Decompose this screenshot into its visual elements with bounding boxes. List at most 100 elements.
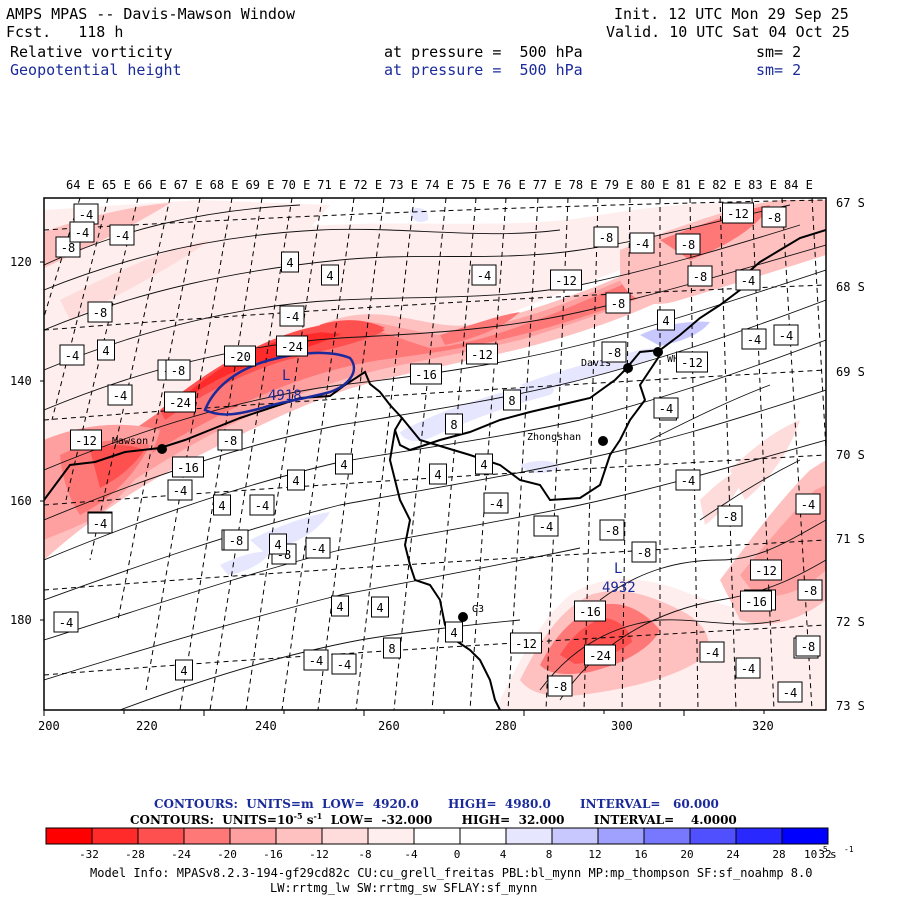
contour-label-box [795,493,821,515]
contour-label-text: -12 [75,434,97,448]
x-tick-label: 320 [752,719,774,733]
contour-label-box [657,309,675,331]
contour-label-text: 4 [292,474,299,488]
contour-label-box [483,492,509,514]
contour-label-text: 4 [450,626,457,640]
contour-label-box [629,232,655,254]
colorbar-swatch [183,827,231,845]
contour-value-labels: -4-8-4-8-4-4444-8-8-4-4-8-44-4-12-8-20-2… [53,202,823,703]
contour-label-text: -8 [637,546,651,560]
contour-label-text: -24 [589,649,611,663]
contour-label-text: -4 [115,229,129,243]
contour-label-text: -16 [177,461,199,475]
contour-label-box [675,233,701,255]
contour-label-text: 8 [450,418,457,432]
contour-label-box [109,224,135,246]
contour-label-text: -12 [681,356,703,370]
y-tick-label: 180 [10,613,32,627]
contour-label-box [371,596,389,618]
low-symbol-2: L [614,561,622,577]
contour-label-box [601,341,627,363]
contour-label-box [761,206,787,228]
colorbar-tick: -28 [125,848,145,861]
station-dot-davis [623,363,633,373]
contour-label-box [69,221,95,243]
contour-label-text: -4 [741,662,755,676]
colorbar-swatch [551,827,599,845]
contour-label-box [87,301,113,323]
lon-label: 79 E [605,178,634,192]
contour-label-box [429,463,447,485]
lon-label: 70 E [281,178,310,192]
model-info-line1: Model Info: MPASv8.2.3-194-gf29cd82c CU:… [90,866,813,880]
contour-label-text: -4 [65,349,79,363]
field1-level: at pressure = 500 hPa [384,43,583,61]
contour-label-box [213,494,231,516]
contour-label-text: -4 [59,616,73,630]
lon-label: 78 E [569,178,598,192]
contour-label-text: -8 [599,231,613,245]
contour-label-box [740,590,772,612]
lon-label: 64 E [66,178,95,192]
contour-label-text: 4 [340,458,347,472]
contour-label-text: 4 [336,600,343,614]
contour-label-text: 4 [102,344,109,358]
contour-label-text: -12 [755,564,777,578]
station-label-mawson: Mawson [112,436,148,447]
plot-title: AMPS MPAS -- Davis-Mawson Window [6,5,295,23]
contour-label-text: 4 [218,499,225,513]
contour-label-text: -4 [635,237,649,251]
colorbar-swatch [275,827,323,845]
contour-label-box [97,339,115,361]
coastline [44,229,826,710]
contour-label-box [331,595,349,617]
lat-label: 69 S [836,365,865,379]
colorbar-tick: -4 [404,848,418,861]
contour-label-text: -16 [745,595,767,609]
contour-label-box [741,328,767,350]
contour-label-text: -8 [605,524,619,538]
contour-label-box [750,559,782,581]
contour-label-text: 4 [480,458,487,472]
longitude-labels: 64 E 65 E 66 E 67 E 68 E 69 E 70 E 71 E 72 E 73 E… [66,178,813,192]
contour-label-text: -4 [337,658,351,672]
x-tick-label: 240 [255,719,277,733]
colorbar-swatch [505,827,553,845]
model-info-line2: LW:rrtmg_lw SW:rrtmg_sw SFLAY:sf_mynn [270,881,538,895]
contour-label-box [175,659,193,681]
contours-geopotential-info: CONTOURS: UNITS=m LOW= 4920.0 HIGH= 4980… [154,797,719,811]
contour-label-text: -8 [61,241,75,255]
colorbar-tick-labels: -32 -28 -24 -20 -16 -12 -8 -4 0 4 8 12 16 20 24 28 32 [79,848,832,861]
colorbar-swatch [137,827,185,845]
colorbar-tick: -16 [263,848,283,861]
contour-label-box [305,537,331,559]
lon-label: 71 E [317,178,346,192]
lon-label: 83 E [748,178,777,192]
contour-label-box [466,343,498,365]
y-tick-label: 160 [10,494,32,508]
contour-label-box [475,453,493,475]
contour-label-box [797,579,823,601]
contours-vorticity-unit: s [302,813,314,827]
contour-label-text: -4 [681,474,695,488]
contour-label-box [167,479,193,501]
contour-label-box [276,335,308,357]
lon-label: 84 E [784,178,813,192]
contours-vorticity-unit-exp: -1 [313,811,323,821]
contour-label-box [547,675,573,697]
colorbar-tick: -24 [171,848,191,861]
contour-label-text: -8 [801,640,815,654]
lat-label: 70 S [836,448,865,462]
contour-label-text: -12 [515,637,537,651]
contour-label-box [224,345,256,367]
station-label-zhongshan: Zhongshan [527,432,581,443]
lon-label: 67 E [174,178,203,192]
contour-label-box [510,632,542,654]
lat-label: 67 S [836,196,865,210]
contour-label-text: -8 [803,584,817,598]
contour-label-box [471,264,497,286]
lat-label: 72 S [836,615,865,629]
lon-label: 82 E [712,178,741,192]
valid-time: Valid. 10 UTC Sat 04 Oct 25 [606,23,850,41]
